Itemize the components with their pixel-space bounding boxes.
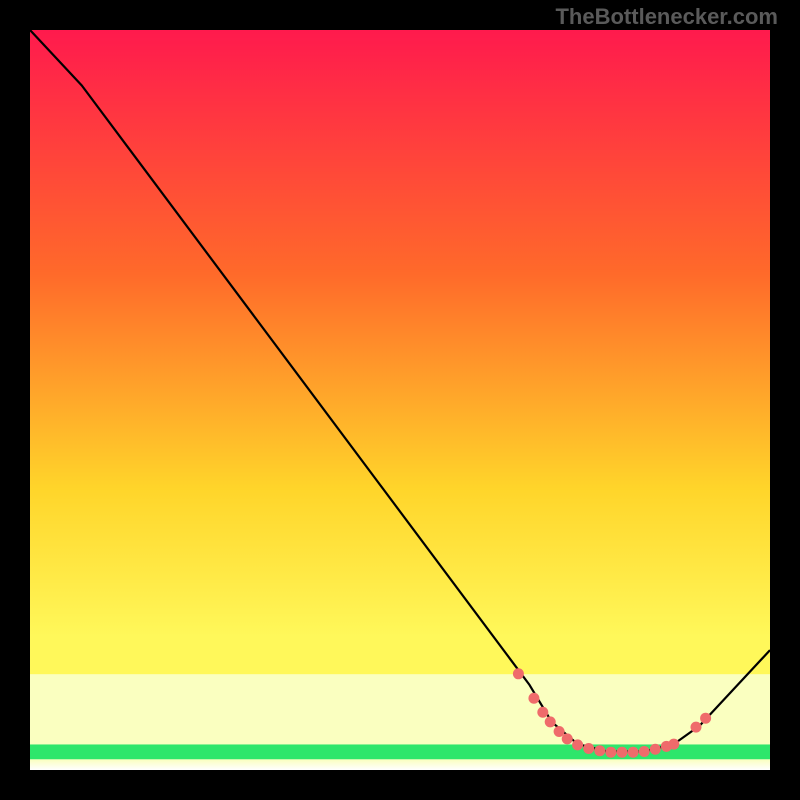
data-marker [537, 707, 548, 718]
watermark-text: TheBottlenecker.com [555, 4, 778, 30]
data-marker [528, 693, 539, 704]
data-marker [650, 744, 661, 755]
data-marker [691, 722, 702, 733]
data-marker [617, 747, 628, 758]
data-marker [639, 746, 650, 757]
gradient-background [30, 30, 770, 770]
data-marker [554, 726, 565, 737]
data-marker [583, 743, 594, 754]
chart-container: TheBottlenecker.com [0, 0, 800, 800]
data-marker [572, 739, 583, 750]
plot-area [30, 30, 770, 770]
data-marker [700, 713, 711, 724]
data-marker [668, 739, 679, 750]
plot-svg [30, 30, 770, 770]
data-marker [605, 747, 616, 758]
data-marker [545, 716, 556, 727]
data-marker [513, 668, 524, 679]
data-marker [562, 733, 573, 744]
data-marker [628, 747, 639, 758]
data-marker [594, 745, 605, 756]
